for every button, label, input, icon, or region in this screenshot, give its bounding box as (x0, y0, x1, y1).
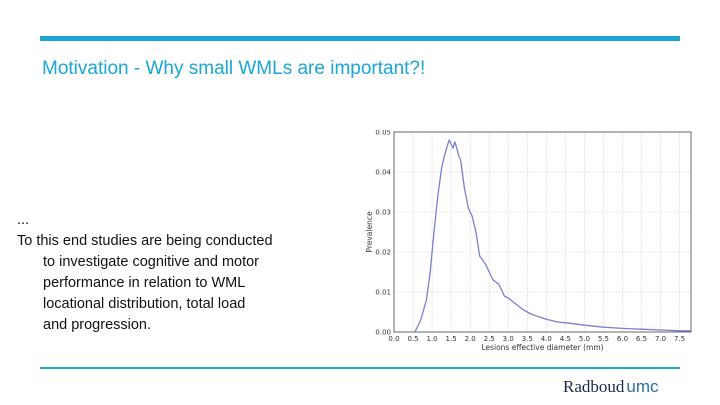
plot-frame (393, 131, 692, 333)
x-tick-label: 3.0 (503, 335, 514, 343)
x-tick-label: 0.0 (388, 335, 399, 343)
x-tick-label: 1.0 (427, 335, 438, 343)
bottom-accent-rule (40, 367, 680, 369)
slide-title: Motivation - Why small WMLs are importan… (42, 58, 426, 79)
body-line: performance in relation to WML (43, 275, 246, 291)
x-tick-label: 1.5 (446, 335, 457, 343)
logo-word: Radboud (563, 377, 625, 396)
x-tick-label: 3.5 (522, 335, 533, 343)
x-tick-label: 6.0 (617, 335, 628, 343)
body-line: to investigate cognitive and motor (43, 254, 260, 270)
body-line: locational distribution, total load (43, 296, 246, 312)
x-tick-label: 0.5 (407, 335, 418, 343)
x-tick-label: 7.5 (674, 335, 685, 343)
x-axis-label: Lesions effective diameter (mm) (481, 343, 603, 352)
body-line: To this end studies are being conducted (17, 233, 273, 249)
plot-area (394, 132, 691, 332)
body-line: and progression. (43, 317, 152, 333)
top-accent-rule (40, 36, 680, 41)
x-tick-label: 5.0 (579, 335, 590, 343)
x-tick-label: 4.5 (560, 335, 571, 343)
x-tick-label: 4.0 (541, 335, 552, 343)
x-tick-label: 2.0 (465, 335, 476, 343)
y-tick-label: 0.01 (375, 289, 391, 297)
slide-body: ... To this end studies are being conduc… (17, 210, 327, 336)
x-tick-label: 2.5 (484, 335, 495, 343)
series-line (414, 139, 691, 333)
y-tick-label: 0.02 (375, 249, 391, 257)
body-line: ... (17, 212, 30, 228)
y-tick-label: 0.04 (375, 169, 391, 177)
y-axis-label: Prevalence (365, 211, 374, 253)
y-tick-label: 0.05 (375, 130, 391, 137)
x-tick-label: 7.0 (655, 335, 666, 343)
prevalence-line-chart: 0.0 0.5 1.0 1.5 2.0 2.5 3.0 3.5 4.0 4.5 5.0 5.5 6.0 6… (365, 130, 692, 352)
logo-suffix: umc (626, 377, 659, 396)
y-tick-label: 0.00 (375, 329, 391, 337)
y-tick-label: 0.03 (375, 209, 391, 217)
x-tick-label: 6.5 (636, 335, 647, 343)
radboudumc-logo: Radboud umc (563, 377, 659, 397)
x-tick-label: 5.5 (598, 335, 609, 343)
